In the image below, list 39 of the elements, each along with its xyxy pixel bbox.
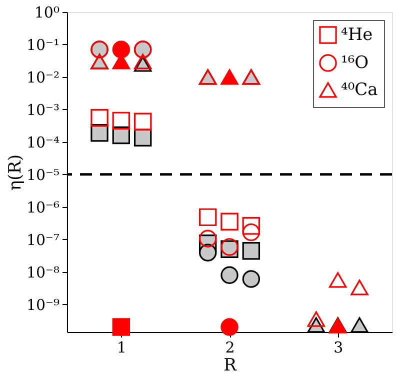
y-tick-label: 10⁻⁹ [26,296,60,314]
point [350,280,368,296]
y-tick-label: 10⁻⁷ [26,230,60,249]
point [242,242,260,260]
point [198,230,217,248]
point [112,318,130,336]
point [350,317,368,333]
legend-label: ¹⁶O [341,53,369,73]
legend-label: ⁴⁰Ca [341,80,378,100]
point [198,244,217,262]
point [198,208,217,226]
y-tick-label: 10⁰ [34,4,60,22]
point [112,40,130,58]
y-tick-label: 10⁻⁸ [26,263,60,282]
point [220,212,238,231]
x-tick-label: 3 [334,338,344,356]
point [112,112,130,130]
point [307,311,326,327]
point [220,318,238,336]
x-tick-label: 1 [116,338,126,356]
y-axis-title: η(R) [5,154,26,191]
point [134,128,152,147]
point [134,112,152,131]
point [242,216,260,235]
y-tick-label: 10⁻³ [26,100,60,119]
point [328,272,347,288]
y-tick-label: 10⁻⁵ [26,166,60,184]
point [242,270,260,288]
y-tick-label: 10⁻⁶ [26,198,60,216]
point [220,266,238,284]
legend-label: ⁴He [341,25,373,45]
x-axis-title: R [224,356,238,376]
y-tick-label: 10⁻¹ [26,36,60,54]
point [220,69,238,85]
x-tick-label: 2 [225,338,235,356]
point [90,108,108,127]
y-tick-label: 10⁻⁴ [26,133,60,152]
y-tick-label: 10⁻² [26,68,60,86]
point [242,223,260,242]
